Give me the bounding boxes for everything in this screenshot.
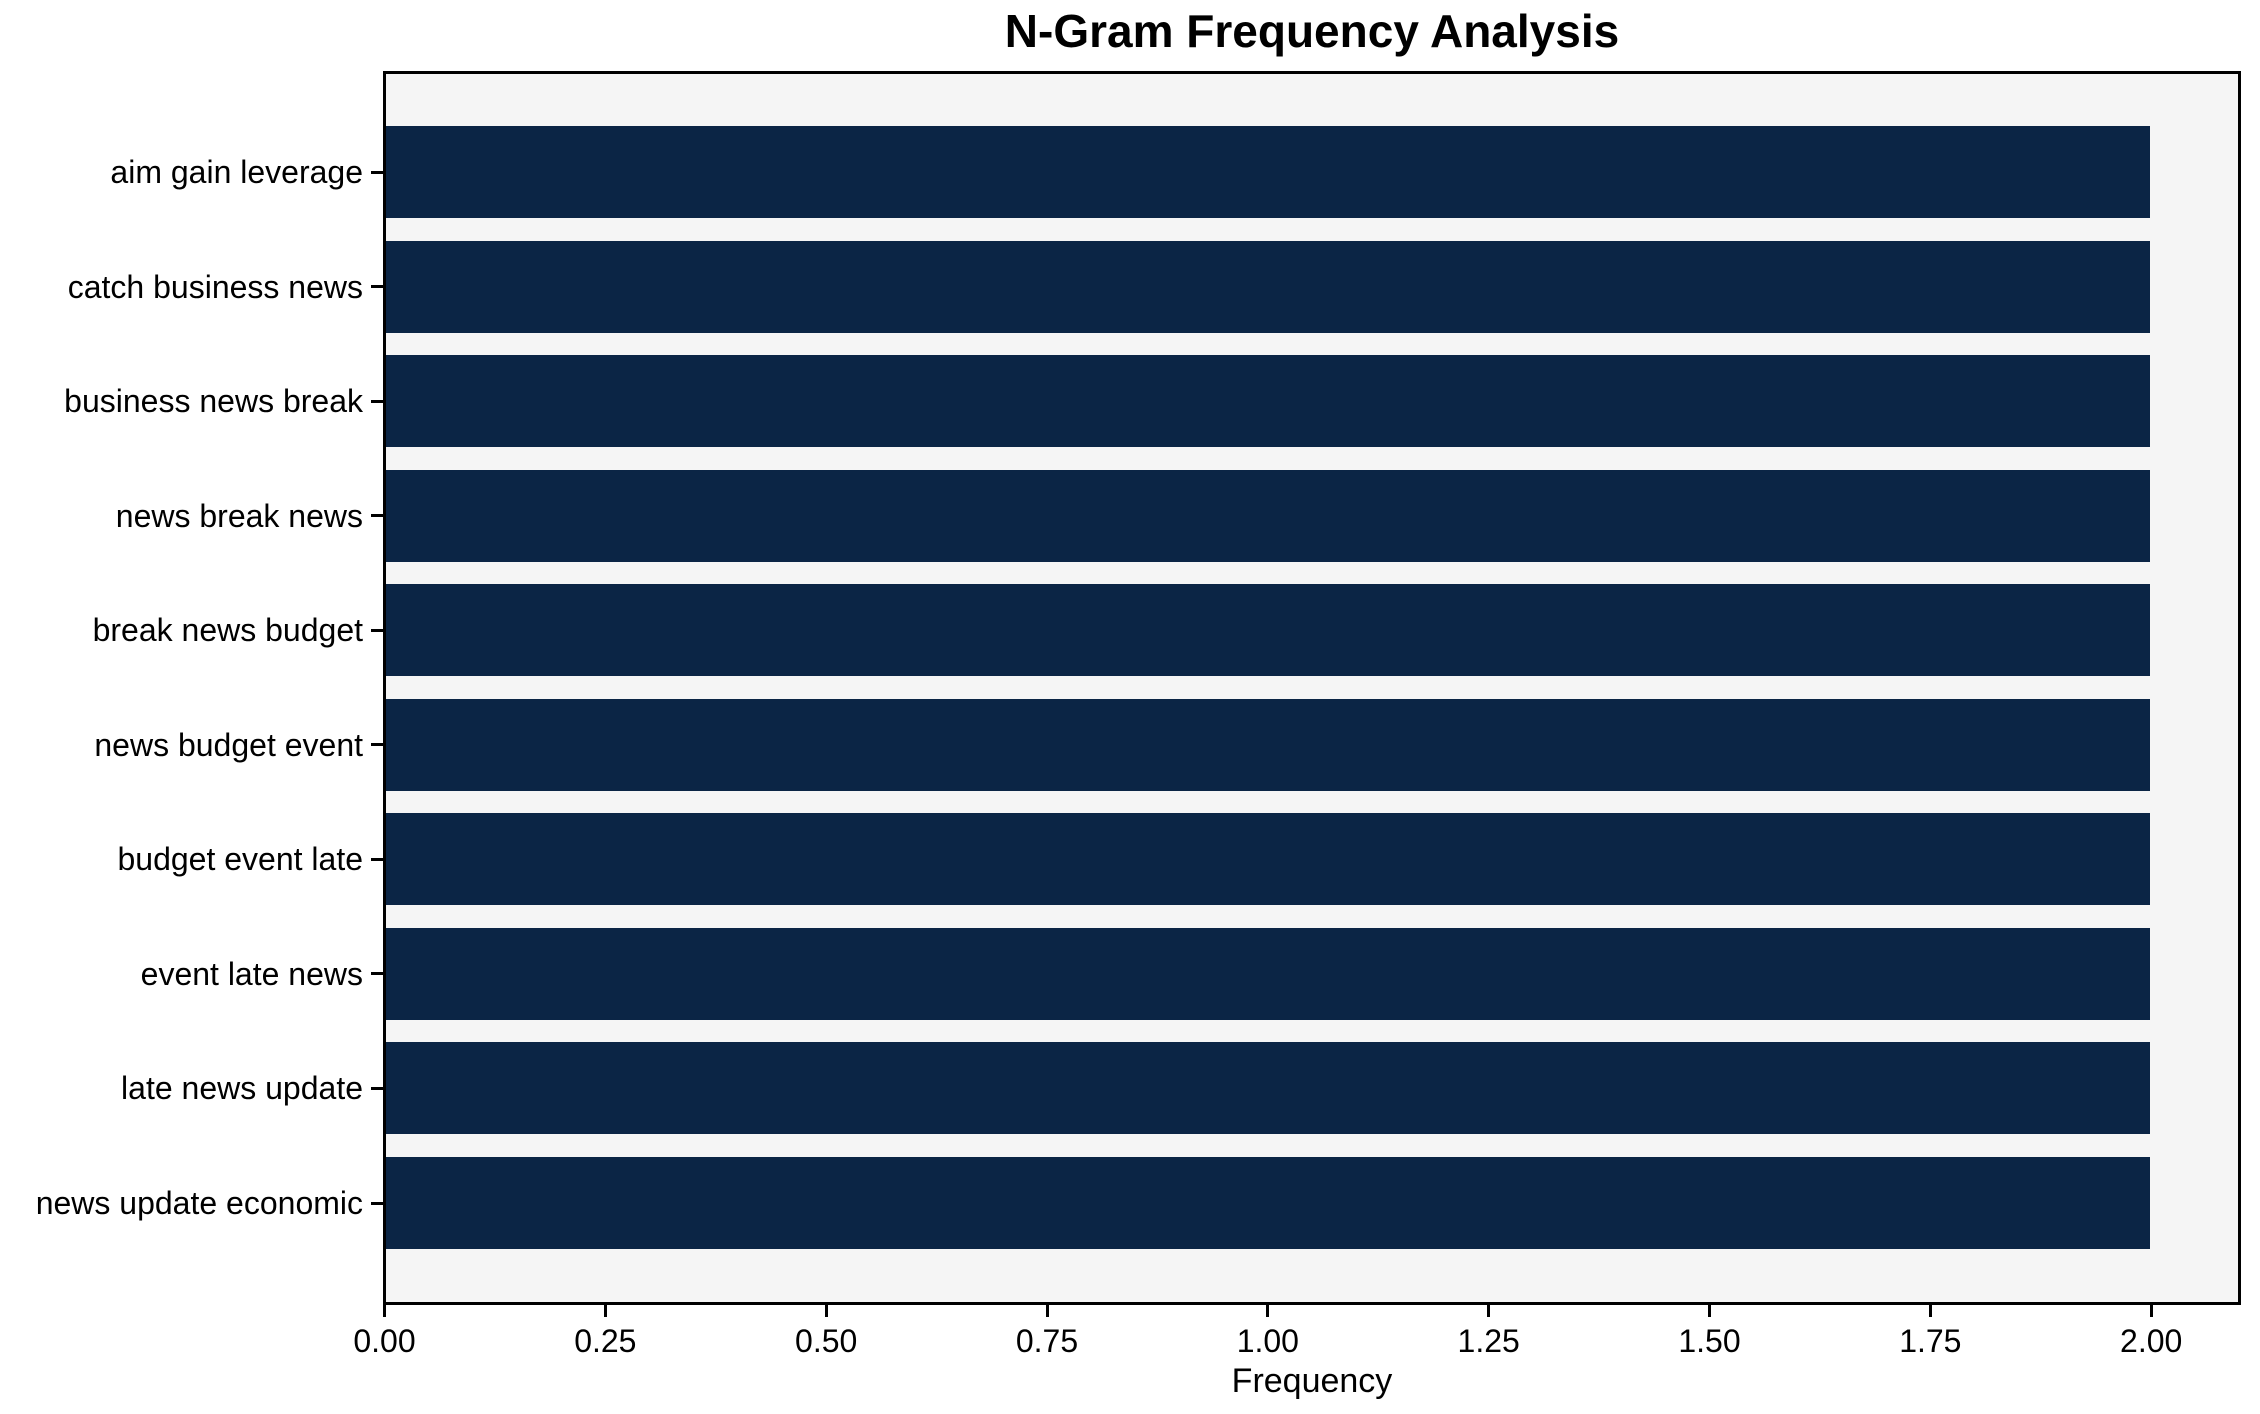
- x-tick-label: 0.25: [574, 1323, 637, 1359]
- x-tick-label: 0.75: [1015, 1323, 1079, 1359]
- x-tick-label: 1.00: [1236, 1323, 1299, 1359]
- x-axis-title: Frequency: [1231, 1362, 1393, 1400]
- y-tick-label: budget event late: [117, 841, 363, 878]
- bar-catch-business-news: [386, 240, 2150, 333]
- x-tick-label: 1.25: [1457, 1323, 1520, 1359]
- x-tick-mark: [603, 1305, 607, 1317]
- x-tick-mark: [824, 1305, 828, 1317]
- y-tick-label: news break news: [115, 497, 363, 534]
- x-tick-label: 0.50: [795, 1323, 858, 1359]
- x-tick-mark: [383, 1305, 386, 1317]
- x-tick-mark: [2149, 1305, 2153, 1317]
- y-tick-label: event late news: [140, 955, 363, 992]
- y-tick-mark: [371, 972, 383, 976]
- y-tick-label: catch business news: [67, 268, 363, 305]
- y-tick-mark: [371, 743, 383, 747]
- bar-late-news-update: [386, 1042, 2150, 1135]
- plot-area: [383, 71, 2241, 1305]
- bar-business-news-break: [386, 355, 2150, 448]
- y-tick-mark: [371, 1201, 383, 1205]
- y-tick-mark: [371, 857, 383, 861]
- y-tick-label: aim gain leverage: [110, 154, 363, 190]
- x-tick-label: 1.75: [1899, 1323, 1962, 1359]
- x-tick-mark: [1708, 1305, 1711, 1317]
- y-tick-mark: [371, 628, 383, 632]
- x-tick-label: 0.00: [353, 1323, 416, 1359]
- y-tick-mark: [371, 399, 383, 403]
- y-tick-label: news budget event: [94, 726, 363, 763]
- x-tick-label: 2.00: [2120, 1323, 2183, 1359]
- x-tick-mark: [1266, 1305, 1270, 1317]
- y-tick-label: business news break: [64, 383, 363, 420]
- bar-aim-gain-leverage: [386, 126, 2150, 218]
- x-tick-mark: [1928, 1305, 1932, 1317]
- y-tick-mark: [371, 170, 383, 174]
- chart-title: N-Gram Frequency Analysis: [1004, 5, 1620, 57]
- y-tick-label: break news budget: [92, 612, 363, 649]
- x-tick-mark: [1487, 1305, 1491, 1317]
- y-tick-mark: [371, 514, 383, 518]
- bar-news-break-news: [386, 469, 2150, 562]
- x-tick-mark: [1045, 1305, 1049, 1317]
- bar-event-late-news: [386, 927, 2150, 1020]
- bar-budget-event-late: [386, 813, 2150, 906]
- y-tick-label: news update economic: [35, 1185, 363, 1221]
- bar-break-news-budget: [386, 584, 2150, 677]
- bar-news-update-economic: [386, 1156, 2150, 1249]
- bar-news-budget-event: [386, 698, 2150, 791]
- y-tick-mark: [371, 285, 383, 289]
- y-tick-mark: [371, 1086, 383, 1090]
- x-tick-label: 1.50: [1678, 1323, 1741, 1359]
- y-tick-label: late news update: [121, 1070, 363, 1107]
